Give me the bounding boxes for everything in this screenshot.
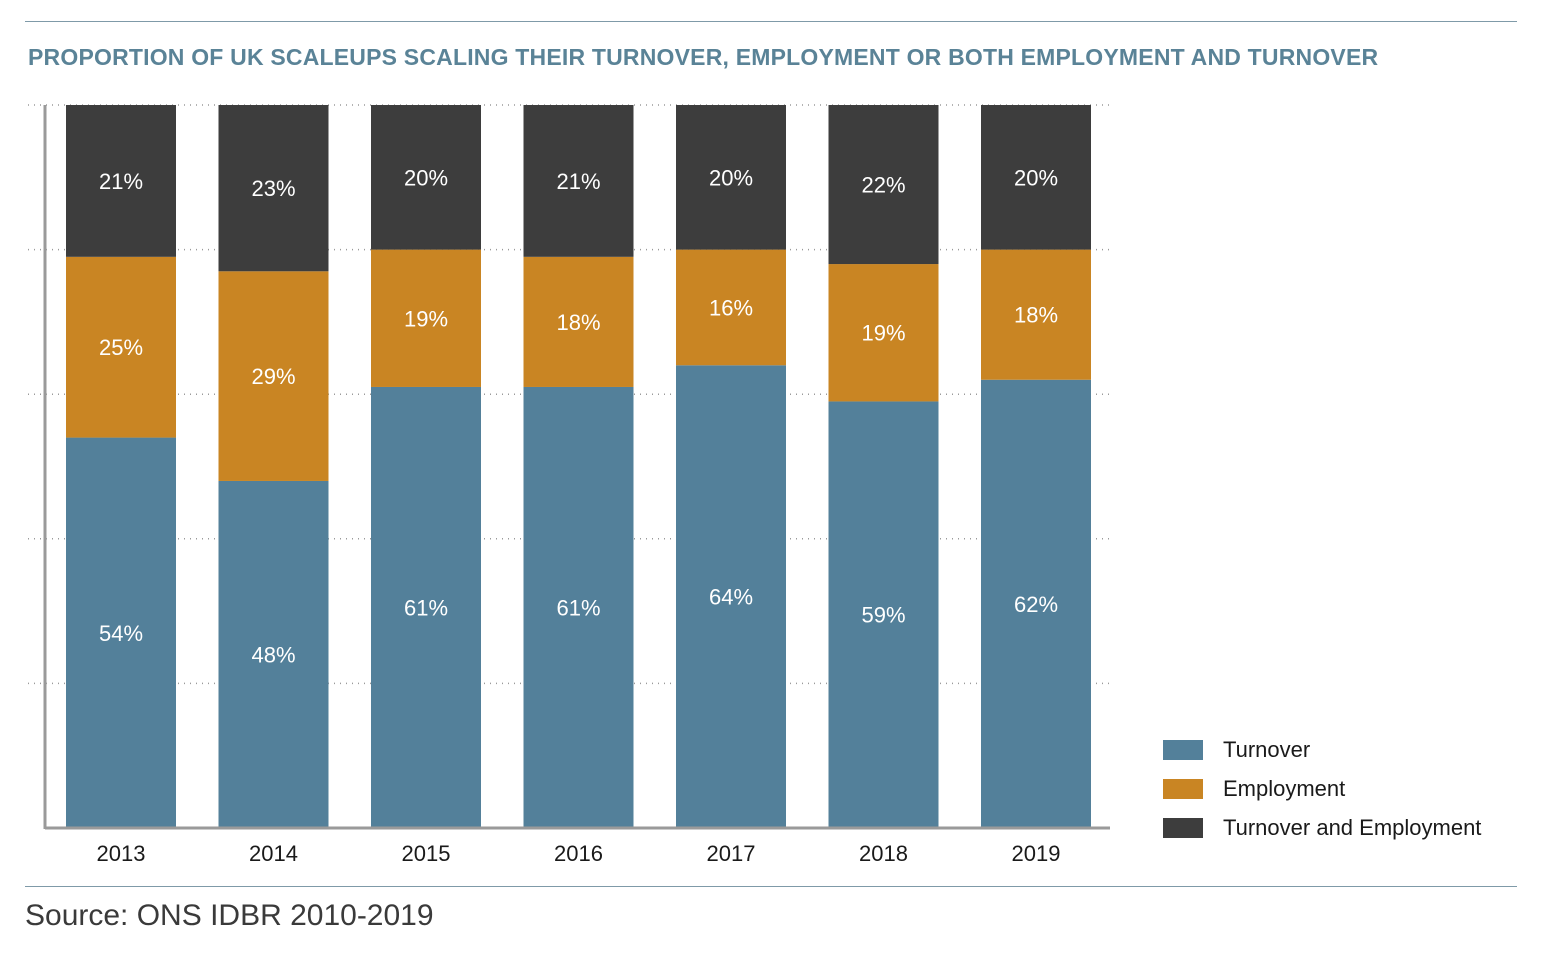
- data-label: 23%: [251, 176, 295, 201]
- data-label: 29%: [251, 364, 295, 389]
- data-label: 19%: [861, 321, 905, 346]
- bar-turnover-and-employment-2014: [218, 105, 329, 272]
- x-tick-label: 2018: [859, 841, 908, 866]
- bar-turnover-2019: [981, 379, 1091, 828]
- bar-employment-2016: [523, 256, 634, 387]
- legend-label-both: Turnover and Employment: [1223, 814, 1482, 840]
- data-label: 25%: [99, 335, 143, 360]
- data-label: 21%: [556, 169, 600, 194]
- data-label: 59%: [861, 603, 905, 628]
- bar-turnover-2013: [66, 437, 176, 828]
- x-tick-label: 2014: [249, 841, 298, 866]
- data-label: 21%: [99, 169, 143, 194]
- legend-swatch-both: [1163, 817, 1203, 838]
- data-label: 20%: [709, 165, 753, 190]
- bar-employment-2015: [371, 249, 481, 387]
- bar-turnover-2015: [371, 386, 481, 828]
- data-label: 61%: [404, 595, 448, 620]
- data-label: 48%: [251, 642, 295, 667]
- bar-turnover-2018: [828, 401, 939, 828]
- x-tick-label: 2016: [554, 841, 603, 866]
- bar-employment-2019: [981, 249, 1091, 380]
- data-label: 64%: [709, 585, 753, 610]
- bottom-rule: [25, 886, 1517, 887]
- top-rule: [25, 21, 1517, 22]
- bar-turnover-2017: [676, 365, 786, 828]
- bar-employment-2018: [828, 264, 939, 402]
- x-tick-label: 2017: [707, 841, 756, 866]
- bar-turnover-and-employment-2013: [66, 105, 176, 257]
- legend-label-turnover: Turnover: [1223, 736, 1311, 762]
- bar-turnover-and-employment-2016: [523, 105, 634, 257]
- legend-item-employment: Employment: [1163, 769, 1481, 808]
- legend-label-employment: Employment: [1223, 775, 1346, 801]
- bar-turnover-and-employment-2015: [371, 105, 481, 250]
- x-tick-label: 2019: [1012, 841, 1061, 866]
- data-label: 20%: [1014, 165, 1058, 190]
- legend: Turnover Employment Turnover and Employm…: [1163, 730, 1481, 847]
- data-label: 54%: [99, 621, 143, 646]
- data-label: 62%: [1014, 592, 1058, 617]
- x-tick-label: 2015: [402, 841, 451, 866]
- bar-turnover-2014: [218, 480, 329, 828]
- legend-item-both: Turnover and Employment: [1163, 808, 1481, 847]
- legend-swatch-turnover: [1163, 739, 1203, 760]
- bar-turnover-and-employment-2017: [676, 105, 786, 250]
- data-label: 19%: [404, 306, 448, 331]
- legend-swatch-employment: [1163, 778, 1203, 799]
- source-note: Source: ONS IDBR 2010-2019: [25, 899, 434, 932]
- bar-turnover-and-employment-2019: [981, 105, 1091, 250]
- bar-turnover-and-employment-2018: [828, 105, 939, 265]
- data-label: 61%: [556, 595, 600, 620]
- bar-employment-2017: [676, 249, 786, 366]
- x-tick-label: 2013: [97, 841, 146, 866]
- data-label: 18%: [1014, 303, 1058, 328]
- data-label: 20%: [404, 165, 448, 190]
- bar-employment-2013: [66, 256, 176, 438]
- bar-turnover-2016: [523, 386, 634, 828]
- bar-employment-2014: [218, 271, 329, 481]
- chart-title: PROPORTION OF UK SCALEUPS SCALING THEIR …: [28, 44, 1379, 70]
- data-label: 22%: [861, 173, 905, 198]
- legend-item-turnover: Turnover: [1163, 730, 1481, 769]
- data-label: 16%: [709, 295, 753, 320]
- data-label: 18%: [556, 310, 600, 335]
